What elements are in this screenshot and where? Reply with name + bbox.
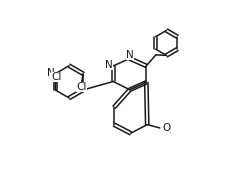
Text: N: N xyxy=(126,50,134,60)
Text: O: O xyxy=(162,123,170,133)
Text: Cl: Cl xyxy=(51,72,61,82)
Text: N: N xyxy=(105,60,113,70)
Text: N: N xyxy=(47,68,55,78)
Text: Cl: Cl xyxy=(76,82,87,92)
